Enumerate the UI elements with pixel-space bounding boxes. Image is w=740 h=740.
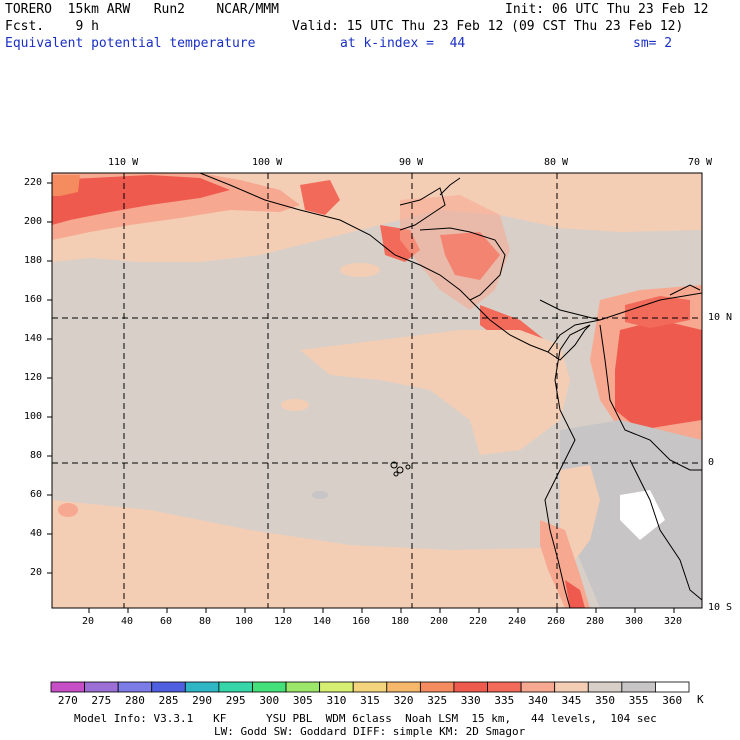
grid-x-label: 240 — [508, 616, 527, 627]
color-bar-label: 300 — [259, 694, 280, 707]
lon-label-110w: 110 W — [108, 157, 139, 168]
grid-x-label: 280 — [586, 616, 605, 627]
grid-y-label: 60 — [30, 489, 43, 500]
color-bar-swatch — [520, 681, 556, 693]
grid-y-label: 160 — [24, 294, 43, 305]
color-bar-label: 305 — [292, 694, 313, 707]
color-bar-label: 350 — [595, 694, 615, 707]
grid-x-label: 120 — [274, 616, 293, 627]
color-bar-label: 345 — [561, 694, 582, 707]
color-bar-swatch — [117, 681, 153, 693]
color-bar-swatch — [621, 681, 656, 693]
grid-x-label: 300 — [625, 616, 644, 627]
color-bar-swatch — [587, 681, 623, 693]
level-index: at k-index = 44 — [340, 36, 466, 51]
color-bar-label: 295 — [225, 694, 246, 707]
lon-label-70w: 70 W — [688, 157, 713, 168]
lat-label-0: 0 — [708, 457, 715, 468]
color-bar-label: 335 — [494, 694, 515, 707]
grid-x-label: 160 — [352, 616, 371, 627]
color-bar — [50, 681, 690, 693]
color-bar-label: 340 — [527, 694, 548, 707]
grid-y-label: 80 — [30, 450, 43, 461]
color-bar-swatch — [487, 681, 522, 693]
color-bar-label: 355 — [628, 694, 649, 707]
color-bar-label: 270 — [57, 694, 78, 707]
grid-x-label: 140 — [313, 616, 332, 627]
color-bar-swatch — [84, 681, 119, 693]
grid-y-label: 180 — [24, 255, 43, 266]
color-bar-label: 310 — [326, 694, 347, 707]
coastlines — [199, 173, 702, 608]
grid-x-label: 320 — [664, 616, 683, 627]
lon-label-80w: 80 W — [544, 157, 569, 168]
color-bar-swatch — [50, 681, 85, 693]
color-bar-unit: K — [697, 693, 704, 706]
color-bar-swatch — [252, 681, 287, 693]
color-bar-swatch — [319, 681, 354, 693]
grid-x-label: 200 — [430, 616, 449, 627]
grid-y-label: 20 — [30, 567, 43, 578]
shaded-field — [52, 173, 702, 608]
color-bar-swatch — [655, 681, 690, 693]
color-bar-swatch — [151, 681, 186, 693]
color-bar-label: 280 — [125, 694, 145, 707]
forecast-hour: Fcst. 9 h — [5, 19, 99, 34]
color-bar-swatch — [285, 681, 321, 693]
grid-x-label: 40 — [121, 616, 134, 627]
color-bar-label: 290 — [192, 694, 213, 707]
color-bar-label: 285 — [158, 694, 179, 707]
model-info: Model Info: V3.3.1 KF YSU PBL WDM 6class… — [74, 712, 657, 725]
init-time: Init: 06 UTC Thu 23 Feb 12 — [505, 2, 709, 17]
field-name: Equivalent potential temperature — [5, 36, 256, 51]
color-bar-label: 315 — [360, 694, 380, 707]
frame-ticks — [47, 182, 675, 613]
grid-x-label: 180 — [391, 616, 410, 627]
color-bar-swatch — [218, 681, 253, 693]
color-bar-swatch — [386, 681, 421, 693]
model-title: TORERO 15km ARW Run2 NCAR/MMM — [5, 2, 279, 17]
grid-x-label: 60 — [160, 616, 173, 627]
color-bar-swatch — [419, 681, 455, 693]
grid-x-label: 260 — [547, 616, 566, 627]
color-bar-label: 360 — [662, 694, 683, 707]
color-bar-swatch — [184, 681, 220, 693]
graticule — [52, 173, 702, 608]
grid-x-label: 220 — [469, 616, 488, 627]
grid-x-label: 100 — [235, 616, 254, 627]
lon-label-100w: 100 W — [252, 157, 283, 168]
color-bar-label: 325 — [427, 694, 448, 707]
grid-y-label: 40 — [30, 528, 43, 539]
grid-y-label: 220 — [24, 177, 43, 188]
grid-y-label: 120 — [24, 372, 43, 383]
grid-y-label: 200 — [24, 216, 43, 227]
color-bar-swatch — [352, 681, 388, 693]
physics-info: LW: Godd SW: Goddard DIFF: simple KM: 2D… — [214, 725, 526, 738]
lat-label-10s: 10 S — [708, 602, 733, 613]
color-bar-swatch — [554, 681, 589, 693]
lon-label-90w: 90 W — [399, 157, 424, 168]
grid-y-label: 100 — [24, 411, 43, 422]
grid-x-label: 80 — [199, 616, 212, 627]
lat-label-10n: 10 N — [708, 312, 733, 323]
grid-x-label: 20 — [82, 616, 95, 627]
plot-frame — [51, 172, 703, 609]
grid-y-label: 140 — [24, 333, 43, 344]
valid-time: Valid: 15 UTC Thu 23 Feb 12 (09 CST Thu … — [292, 19, 684, 34]
color-bar-swatch — [453, 681, 488, 693]
galapagos-islands — [390, 461, 411, 477]
color-bar-label: 320 — [393, 694, 414, 707]
color-bar-label: 275 — [91, 694, 112, 707]
smoothing: sm= 2 — [633, 36, 673, 51]
color-bar-label: 330 — [460, 694, 481, 707]
